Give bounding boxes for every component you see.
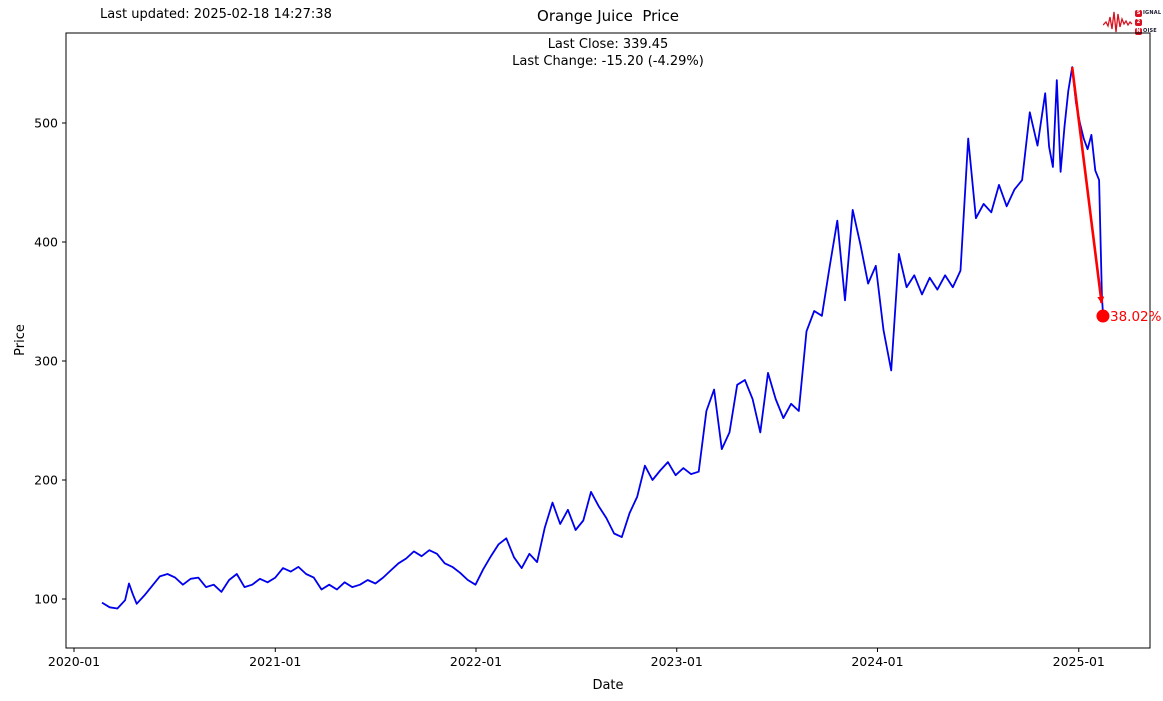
plot-frame bbox=[65, 32, 1151, 649]
signal2noise-logo: S IGNAL 2 N OISE bbox=[1103, 2, 1161, 42]
logo-text: S IGNAL 2 N OISE bbox=[1135, 9, 1161, 35]
page-title: Orange Juice Price bbox=[537, 7, 679, 25]
y-axis-label: Price bbox=[13, 324, 28, 356]
x-tick-label: 2023-01 bbox=[651, 654, 703, 669]
x-tick-label: 2021-01 bbox=[249, 654, 301, 669]
x-tick-label: 2025-01 bbox=[1053, 654, 1105, 669]
y-tick-label: 400 bbox=[34, 235, 58, 250]
logo-row-2: 2 bbox=[1135, 18, 1161, 26]
price-line bbox=[101, 66, 1104, 610]
chart-generated-content: 100 200 300 400 500 2020-01 2021-01 2022-01 2023… bbox=[34, 66, 1110, 669]
x-tick-label: 2024-01 bbox=[851, 654, 903, 669]
drawdown-percent-label: 38.02% bbox=[1110, 309, 1162, 325]
x-tick-label: 2020-01 bbox=[48, 654, 100, 669]
y-tick-label: 100 bbox=[34, 592, 58, 607]
x-axis-label: Date bbox=[592, 678, 623, 693]
logo-row-noise: N OISE bbox=[1135, 27, 1157, 35]
last-close-text: Last Close: 339.45 bbox=[547, 37, 669, 52]
drawdown-arrow bbox=[1070, 66, 1105, 304]
y-tick-label: 300 bbox=[34, 354, 58, 369]
last-change-text: Last Change: -15.20 (-4.29%) bbox=[512, 54, 704, 69]
logo-letter-n: N bbox=[1135, 27, 1142, 35]
waveform-icon bbox=[1103, 11, 1133, 33]
last-close-dot bbox=[1096, 309, 1110, 323]
y-tick-label: 200 bbox=[34, 473, 58, 488]
last-updated-text: Last updated: 2025-02-18 14:27:38 bbox=[100, 7, 332, 22]
logo-letter-2: 2 bbox=[1135, 18, 1142, 26]
logo-row-signal: S IGNAL bbox=[1135, 9, 1162, 17]
y-tick-label: 500 bbox=[34, 116, 58, 131]
x-tick-label: 2022-01 bbox=[450, 654, 502, 669]
logo-letter-s: S bbox=[1135, 9, 1142, 17]
